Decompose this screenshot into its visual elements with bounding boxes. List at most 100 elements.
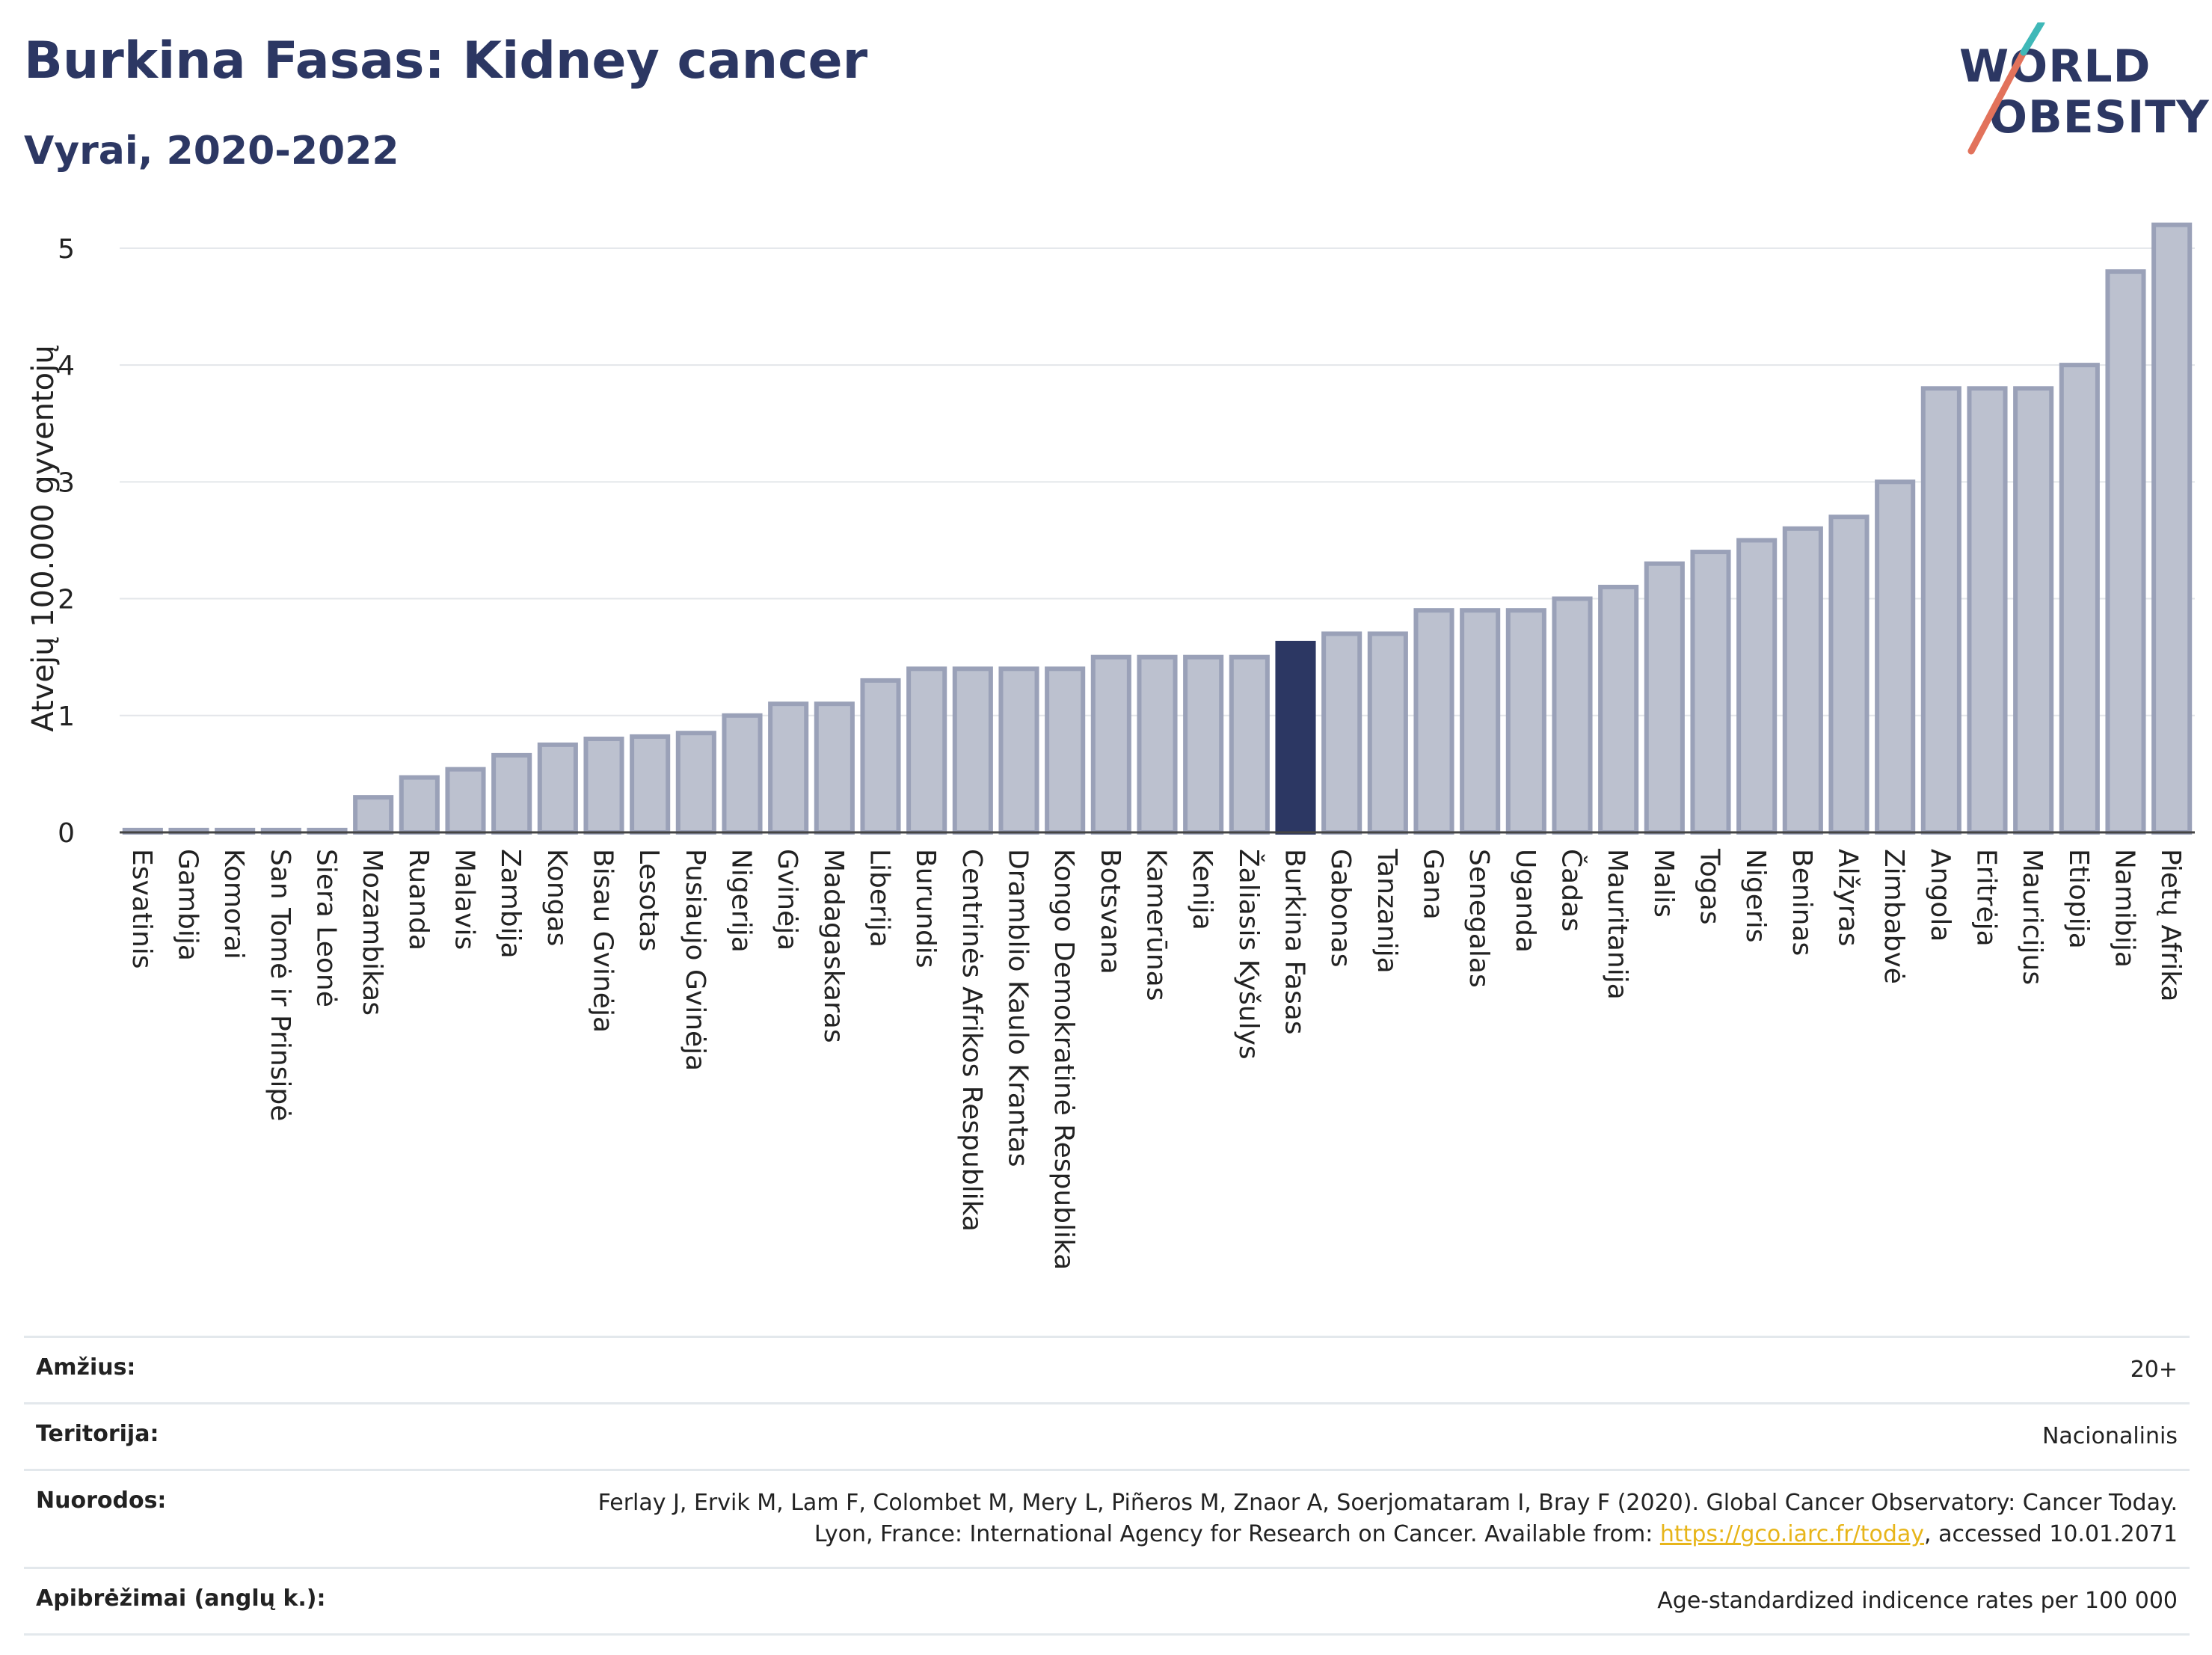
x-tick-label: Kenija xyxy=(1187,849,1217,930)
y-tick-label: 3 xyxy=(58,467,75,498)
bar xyxy=(860,678,901,835)
bar-chart: 0 1 2 3 4 5 Esvatinis Gambija Komorai San Tomė i… xyxy=(58,222,2195,1270)
bar xyxy=(537,742,578,835)
x-tick-label: Gabonas xyxy=(1325,849,1356,967)
bar xyxy=(630,734,671,835)
references-value: Ferlay J, Ervik M, Lam F, Colombet M, Me… xyxy=(532,1487,2178,1550)
x-tick-label: Gvinėja xyxy=(772,849,802,951)
bar xyxy=(1644,561,1685,835)
meta-row-references: Nuorodos: Ferlay J, Ervik M, Lam F, Colo… xyxy=(24,1469,2190,1567)
bar xyxy=(952,666,993,835)
y-tick-label: 1 xyxy=(58,701,75,732)
bar xyxy=(768,701,809,835)
x-tick-label: Komorai xyxy=(218,849,249,959)
x-tick-label: Senegalas xyxy=(1463,849,1494,988)
x-tick-label: Dramblio Kaulo Krantas xyxy=(1003,849,1033,1167)
territory-value: Nacionalinis xyxy=(2042,1423,2178,1449)
y-tick-label: 2 xyxy=(58,585,75,615)
x-tick-labels: Esvatinis Gambija Komorai San Tomė ir Prins… xyxy=(126,848,2186,1270)
bar xyxy=(1828,515,1870,835)
x-tick-label: Alžyras xyxy=(1833,849,1864,946)
x-tick-label: Ruanda xyxy=(403,849,434,951)
x-tick-label: Gambija xyxy=(173,849,203,961)
bar xyxy=(1920,386,1961,835)
age-label: Amžius: xyxy=(36,1354,136,1381)
x-tick-label: Centrinės Afrikos Respublika xyxy=(956,849,987,1232)
bar xyxy=(722,713,763,835)
x-tick-label: Pietų Afrika xyxy=(2155,849,2186,1002)
definitions-label: Apibrėžimai (anglų k.): xyxy=(36,1585,326,1612)
bar xyxy=(399,775,440,835)
bar xyxy=(1183,654,1224,835)
x-tick-label: Mauricijus xyxy=(2017,849,2047,985)
references-label: Nuorodos: xyxy=(36,1487,167,1514)
bar xyxy=(1875,479,1916,835)
bar xyxy=(1598,584,1639,835)
logo-line-2: OBESITY xyxy=(1989,91,2210,144)
territory-label: Teritorija: xyxy=(36,1421,159,1447)
bar xyxy=(1045,666,1086,835)
x-tick-label: San Tomė ir Prinsipė xyxy=(265,849,295,1121)
bar xyxy=(1782,526,1823,835)
bar xyxy=(814,701,855,835)
meta-row-definitions: Apibrėžimai (anglų k.): Age-standardized… xyxy=(24,1567,2190,1636)
age-value: 20+ xyxy=(2130,1357,2178,1383)
meta-row-territory: Teritorija: Nacionalinis xyxy=(24,1402,2190,1469)
references-text: Ferlay J, Ervik M, Lam F, Colombet M, Me… xyxy=(597,1490,2178,1547)
x-tick-label: Gana xyxy=(1418,849,1448,920)
bar xyxy=(2151,222,2193,835)
bar xyxy=(1460,608,1501,835)
bar-highlighted xyxy=(1275,640,1316,835)
bars xyxy=(120,222,2195,835)
x-tick-label: Burundis xyxy=(910,849,941,968)
bar xyxy=(1137,654,1178,835)
x-tick-label: Madagaskaras xyxy=(818,849,849,1043)
x-tick-label: Čadas xyxy=(1556,849,1588,932)
x-tick-label: Uganda xyxy=(1510,849,1540,953)
x-tick-label: Mauritanija xyxy=(1602,849,1632,1000)
y-tick-label: 5 xyxy=(58,234,75,265)
x-tick-label: Malavis xyxy=(449,849,480,950)
y-tick-label: 0 xyxy=(58,818,75,849)
x-tick-label: Lesotas xyxy=(633,849,664,951)
x-tick-label: Kamerūnas xyxy=(1141,849,1172,1001)
bar xyxy=(583,737,624,835)
x-tick-label: Etiopija xyxy=(2063,849,2094,949)
bar xyxy=(1229,654,1270,835)
x-tick-label: Zimbabvė xyxy=(1878,849,1909,984)
x-tick-label: Žaliasis Kyšulys xyxy=(1233,849,1265,1060)
x-tick-label: Nigeris xyxy=(1740,849,1771,943)
references-link[interactable]: https://gco.iarc.fr/today xyxy=(1659,1521,1925,1547)
x-tick-label: Mozambikas xyxy=(357,849,387,1016)
x-tick-label: Angola xyxy=(1925,849,1956,942)
bar xyxy=(1090,654,1131,835)
x-tick-label: Malis xyxy=(1648,849,1679,918)
x-tick-label: Nigerija xyxy=(726,849,757,953)
bar xyxy=(2105,269,2146,835)
world-obesity-logo: WORLD OBESITY xyxy=(1944,22,2209,157)
bar xyxy=(1552,596,1593,835)
bar xyxy=(491,752,532,835)
bar xyxy=(675,731,716,835)
x-tick-label: Togas xyxy=(1695,848,1725,925)
x-tick-label: Beninas xyxy=(1787,849,1817,956)
x-tick-label: Liberija xyxy=(864,849,895,948)
bar xyxy=(1367,631,1408,835)
y-tick-labels: 0 1 2 3 4 5 xyxy=(58,234,75,849)
meta-row-age: Amžius: 20+ xyxy=(24,1336,2190,1402)
bar xyxy=(1690,550,1731,835)
bar xyxy=(1736,538,1778,835)
chart-title: Burkina Fasas: Kidney cancer xyxy=(24,31,868,90)
bar xyxy=(1505,608,1546,835)
bar xyxy=(2013,386,2054,835)
x-tick-label: Botsvana xyxy=(1095,849,1125,974)
y-tick-label: 4 xyxy=(58,351,75,381)
x-tick-label: Siera Leonė xyxy=(311,849,342,1007)
x-tick-label: Namibija xyxy=(2110,849,2140,968)
references-accessed: , accessed 10.01.2071 xyxy=(1924,1521,2178,1547)
definitions-value: Age-standardized indicence rates per 100… xyxy=(1657,1588,2178,1614)
x-tick-label: Burkina Fasas xyxy=(1279,849,1310,1035)
x-tick-label: Esvatinis xyxy=(126,849,157,969)
bar xyxy=(445,767,486,835)
bar xyxy=(353,795,394,835)
